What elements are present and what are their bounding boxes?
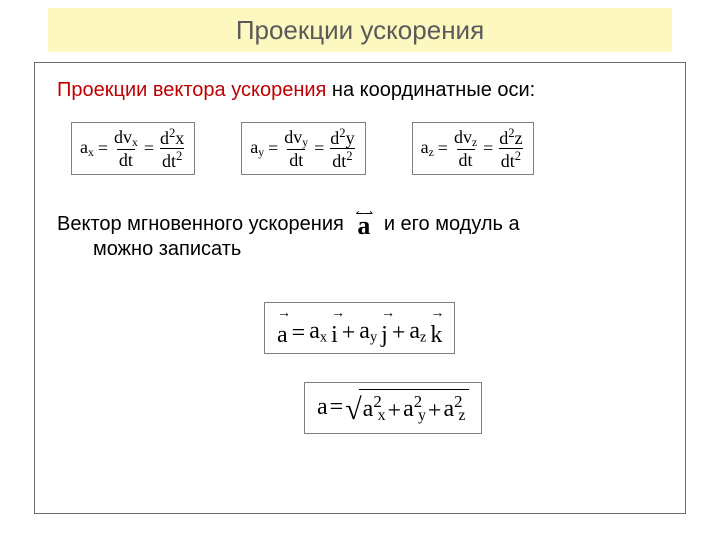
para2-after: и его модуль a	[384, 211, 520, 238]
intro-paragraph: Проекции вектора ускорения на координатн…	[57, 77, 663, 104]
slide-title: Проекции ускорения	[48, 8, 672, 52]
intro-highlight: Проекции вектора ускорения	[57, 79, 326, 101]
slide: Проекции ускорения Проекции вектора уско…	[0, 0, 720, 540]
content-area: Проекции вектора ускорения на координатн…	[34, 62, 686, 514]
formula-ay: ay = dvy dt = d2y dt2	[241, 122, 365, 175]
a-vector-symbol: ↼⇀ a	[350, 213, 378, 239]
projection-formulas: ax = dvx dt = d2x dt2 ay =	[71, 122, 663, 175]
magnitude-formula: a = √ a2x + a2y + a2z	[304, 382, 482, 434]
para2-cont: можно записать	[93, 236, 663, 263]
vector-paragraph: Вектор мгновенного ускорения ↼⇀ a и его …	[57, 211, 663, 238]
intro-rest: на координатные оси:	[326, 79, 535, 101]
formula-az: az = dvz dt = d2z dt2	[412, 122, 534, 175]
formula-ax: ax = dvx dt = d2x dt2	[71, 122, 195, 175]
para2-before: Вектор мгновенного ускорения	[57, 211, 344, 238]
vector-decomposition-formula: →a = ax →i + ay →j + az →k	[264, 302, 455, 354]
